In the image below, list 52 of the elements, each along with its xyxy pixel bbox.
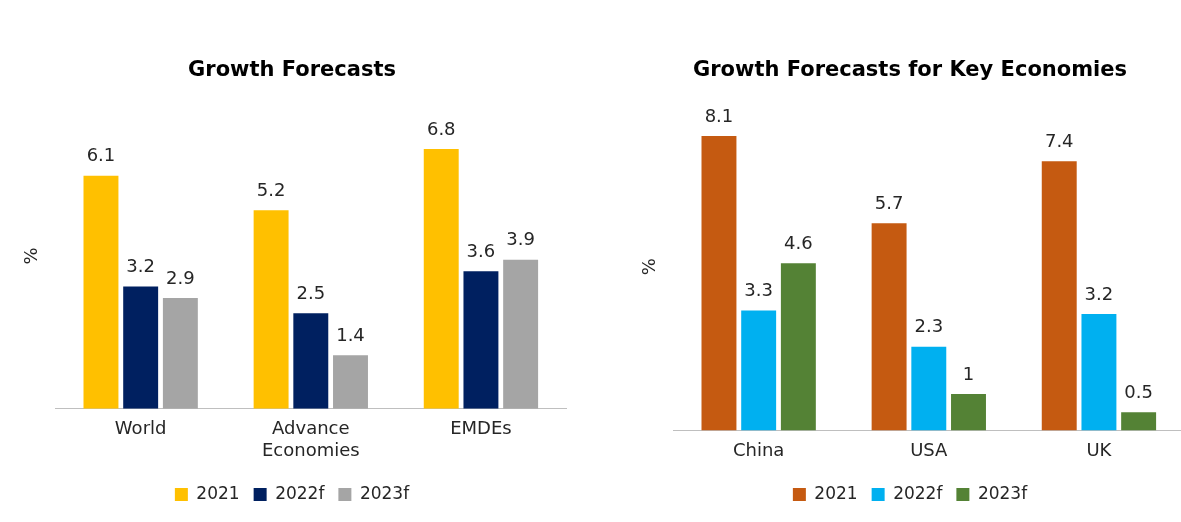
data-label: 5.2 <box>256 178 286 200</box>
chart-title: Growth Forecasts <box>188 57 396 82</box>
data-label: 7.4 <box>1044 130 1074 152</box>
legend-label: 2023f <box>359 482 411 503</box>
bar <box>503 259 539 409</box>
data-label: 4.6 <box>784 231 813 253</box>
data-label: 8.1 <box>704 104 734 126</box>
bar <box>463 271 499 409</box>
data-label: 1.4 <box>336 323 365 345</box>
bar <box>871 223 907 431</box>
data-label: 3.9 <box>506 228 535 250</box>
bar <box>162 298 198 409</box>
x-tick-label: UK <box>1086 438 1113 460</box>
data-label: 6.8 <box>426 117 456 139</box>
data-label: 6.1 <box>86 144 116 166</box>
data-label: 5.7 <box>874 191 904 213</box>
bar <box>1121 412 1157 431</box>
x-tick-label: USA <box>910 438 949 460</box>
data-label: 3.2 <box>1084 282 1114 304</box>
bar <box>1041 161 1077 431</box>
data-label: 3.6 <box>466 239 496 261</box>
x-tick-label: World <box>114 417 167 439</box>
bar <box>333 355 368 409</box>
data-label: 3.3 <box>744 279 773 301</box>
bar <box>951 394 986 431</box>
data-label: 2.5 <box>296 281 326 303</box>
bar <box>741 310 777 431</box>
bar <box>701 135 737 431</box>
bar <box>1081 314 1117 431</box>
bar <box>253 210 289 409</box>
bar <box>123 286 159 409</box>
data-label: 0.5 <box>1124 380 1153 402</box>
data-label: 2.3 <box>914 315 944 337</box>
bar <box>83 175 119 409</box>
legend-label: 2021 <box>814 482 858 503</box>
bar <box>293 313 329 409</box>
bar <box>780 263 816 431</box>
bar <box>911 346 947 431</box>
legend-label: 2023f <box>977 482 1029 503</box>
x-tick-label: Advance Economies <box>261 417 360 460</box>
chart-title: Growth Forecasts for Key Economies <box>692 57 1128 82</box>
y-axis-title: % <box>20 247 42 265</box>
legend-label: 2021 <box>196 482 240 503</box>
legend-label: 2022f <box>275 482 326 503</box>
data-label: 1 <box>962 362 975 384</box>
y-axis-title: % <box>638 258 660 276</box>
legend-label: 2022f <box>893 482 944 503</box>
data-label: 3.2 <box>126 255 155 277</box>
data-label: 2.9 <box>166 266 195 288</box>
x-tick-label: EMDEs <box>450 417 512 439</box>
bar <box>423 149 459 409</box>
x-tick-label: China <box>732 438 785 460</box>
